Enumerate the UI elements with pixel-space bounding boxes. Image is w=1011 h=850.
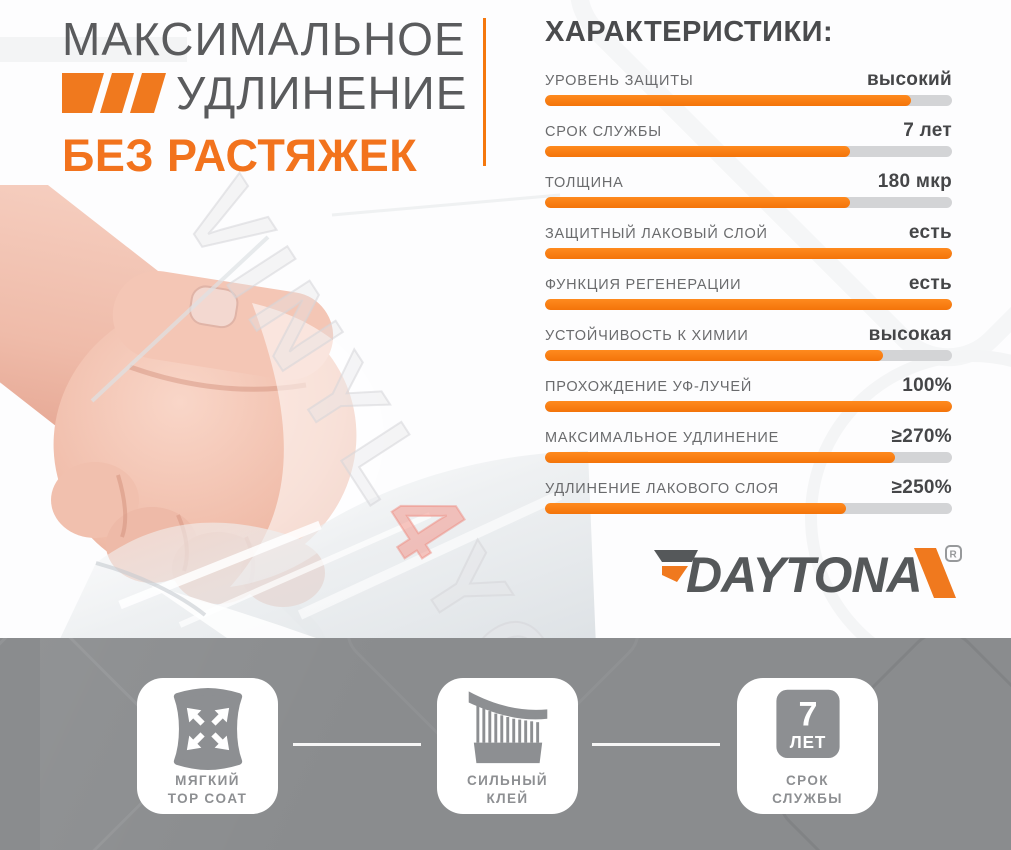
characteristic-row: СРОК СЛУЖБЫ 7 лет — [545, 120, 952, 157]
characteristic-label: ПРОХОЖДЕНИЕ УФ-ЛУЧЕЙ — [545, 379, 753, 395]
badge-strong-glue: СИЛЬНЫЙ КЛЕЙ — [437, 678, 578, 814]
characteristic-bar — [545, 503, 952, 514]
characteristic-bar — [545, 146, 952, 157]
characteristic-label: ФУНКЦИЯ РЕГЕНЕРАЦИИ — [545, 277, 742, 293]
title-block: МАКСИМАЛЬНОЕ УДЛИНЕНИЕ БЕЗ РАСТЯЖЕК — [62, 12, 467, 182]
stretch-arrows-icon — [173, 688, 242, 770]
characteristics-panel: ХАРАКТЕРИСТИКИ: УРОВЕНЬ ЗАЩИТЫ высокий СР… — [545, 16, 952, 530]
seven-years-icon: 7 ЛЕТ — [775, 689, 840, 759]
characteristic-row: ФУНКЦИЯ РЕГЕНЕРАЦИИ есть — [545, 273, 952, 310]
characteristic-value: высокая — [868, 324, 952, 345]
characteristic-row: УДЛИНЕНИЕ ЛАКОВОГО СЛОЯ ≥250% — [545, 477, 952, 514]
badge-years-number: 7 — [798, 696, 817, 734]
characteristic-bar-fill — [545, 299, 952, 310]
title-line-1: МАКСИМАЛЬНОЕ — [62, 13, 466, 65]
characteristic-value: ≥270% — [891, 426, 952, 447]
badge-connector-line — [592, 743, 720, 746]
characteristic-value: 7 лет — [903, 120, 952, 141]
characteristic-bar-fill — [545, 197, 851, 208]
characteristic-value: ≥250% — [891, 477, 952, 498]
characteristic-row: ЗАЩИТНЫЙ ЛАКОВЫЙ СЛОЙ есть — [545, 222, 952, 259]
badge-label-line1: СРОК — [786, 773, 829, 788]
badge-soft-top-coat: МЯГКИЙ TOP COAT — [137, 678, 278, 814]
hand-squeezing-film-photo — [0, 185, 596, 647]
characteristics-heading: ХАРАКТЕРИСТИКИ: — [545, 16, 834, 48]
characteristic-bar — [545, 248, 952, 259]
characteristic-label: СРОК СЛУЖБЫ — [545, 124, 662, 140]
daytona-logo-icon: DAYTONA R — [654, 545, 962, 603]
badge-7-years-service: 7 ЛЕТ СРОК СЛУЖБЫ — [737, 678, 878, 814]
characteristic-value: 180 мкр — [877, 171, 952, 192]
characteristic-label: УДЛИНЕНИЕ ЛАКОВОГО СЛОЯ — [545, 481, 779, 497]
characteristic-bar — [545, 452, 952, 463]
characteristic-row: УРОВЕНЬ ЗАЩИТЫ высокий — [545, 69, 952, 106]
title-line-3: БЕЗ РАСТЯЖЕК — [62, 129, 418, 181]
characteristic-bar-fill — [545, 503, 847, 514]
title-line-2: УДЛИНЕНИЕ — [176, 67, 468, 120]
badge-label-line1: МЯГКИЙ — [175, 773, 240, 788]
brand-logo: DAYTONA R — [652, 540, 962, 611]
background-band — [0, 37, 187, 62]
badge-years-unit: ЛЕТ — [789, 733, 825, 752]
characteristic-bar — [545, 197, 952, 208]
badge-label: СИЛЬНЫЙ КЛЕЙ — [467, 772, 548, 807]
characteristic-label: МАКСИМАЛЬНОЕ УДЛИНЕНИЕ — [545, 430, 780, 446]
characteristic-value: есть — [908, 222, 952, 243]
knuckle — [51, 462, 139, 538]
characteristic-bar — [545, 350, 952, 361]
characteristic-bar — [545, 299, 952, 310]
characteristic-label: ЗАЩИТНЫЙ ЛАКОВЫЙ СЛОЙ — [545, 226, 768, 242]
badge-label-line2: СЛУЖБЫ — [772, 790, 843, 806]
badge-label-line2: TOP COAT — [167, 790, 248, 806]
characteristic-label: УСТОЙЧИВОСТЬ К ХИМИИ — [545, 328, 749, 344]
title-divider — [483, 18, 486, 166]
characteristic-bar-fill — [545, 146, 851, 157]
characteristic-row: МАКСИМАЛЬНОЕ УДЛИНЕНИЕ ≥270% — [545, 426, 952, 463]
badge-label-line1: СИЛЬНЫЙ — [466, 773, 549, 788]
characteristic-row: УСТОЙЧИВОСТЬ К ХИМИИ высокая — [545, 324, 952, 361]
characteristic-bar — [545, 95, 952, 106]
characteristic-bar-fill — [545, 401, 952, 412]
badge-label: МЯГКИЙ TOP COAT — [168, 772, 247, 807]
badge-connector-line — [293, 743, 421, 746]
adhesive-glue-icon — [468, 691, 547, 764]
characteristic-row: ТОЛЩИНА 180 мкр — [545, 171, 952, 208]
characteristic-bar-fill — [545, 350, 883, 361]
badge-label: СРОК СЛУЖБЫ — [772, 772, 843, 807]
characteristic-row: ПРОХОЖДЕНИЕ УФ-ЛУЧЕЙ 100% — [545, 375, 952, 412]
characteristic-bar-fill — [545, 248, 952, 259]
characteristic-label: УРОВЕНЬ ЗАЩИТЫ — [545, 73, 694, 89]
characteristic-value: высокий — [866, 69, 952, 90]
badge-label-line2: КЛЕЙ — [486, 790, 529, 806]
characteristic-value: есть — [908, 273, 952, 294]
characteristic-bar-fill — [545, 95, 912, 106]
daytona-logo-text: DAYTONA — [686, 547, 922, 603]
characteristic-value: 100% — [902, 375, 952, 396]
brand-stripes-icon — [62, 73, 166, 114]
characteristic-label: ТОЛЩИНА — [545, 175, 624, 191]
registered-mark: R — [950, 550, 958, 561]
characteristic-bar — [545, 401, 952, 412]
characteristic-bar-fill — [545, 452, 896, 463]
